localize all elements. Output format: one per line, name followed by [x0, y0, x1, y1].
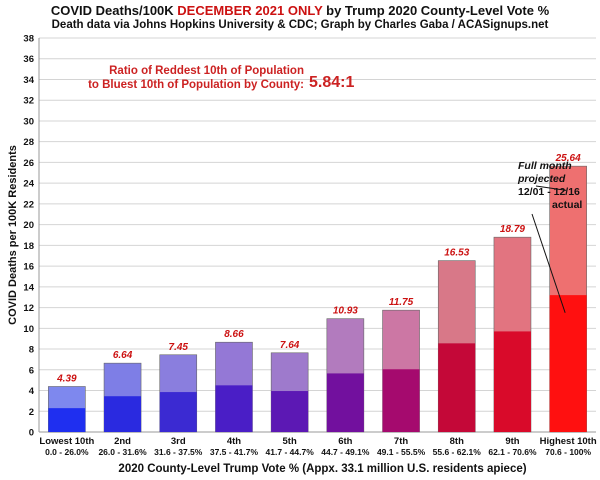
- bar-value-label: 4.39: [56, 373, 77, 384]
- x-range-label: 62.1 - 70.6%: [488, 447, 537, 457]
- bar-actual: [104, 396, 142, 432]
- y-tick-label: 36: [23, 54, 34, 65]
- x-tick-label: 8th: [450, 436, 464, 447]
- x-tick-label: Lowest 10th: [39, 436, 94, 447]
- y-tick-label: 28: [23, 137, 34, 148]
- bar-value-label: 11.75: [389, 297, 414, 308]
- bar-actual: [382, 369, 420, 432]
- ratio-value: 5.84:1: [309, 74, 355, 91]
- y-tick-label: 34: [23, 75, 34, 86]
- y-tick-label: 8: [29, 345, 34, 356]
- chart-subtitle: Death data via Johns Hopkins University …: [51, 19, 549, 31]
- x-range-label: 49.1 - 55.5%: [377, 447, 426, 457]
- title-part-2: by Trump 2020 County-Level Vote %: [322, 3, 550, 18]
- bar-actual: [48, 408, 86, 432]
- bar-actual: [215, 385, 253, 432]
- note-line-1: Full month: [518, 160, 572, 172]
- note-line-3: 12/01 - 12/16: [518, 186, 580, 198]
- y-tick-label: 18: [23, 241, 34, 252]
- x-range-label: 0.0 - 26.0%: [45, 447, 89, 457]
- y-tick-label: 14: [23, 282, 34, 293]
- bar-actual: [438, 343, 476, 432]
- x-range-label: 70.6 - 100%: [545, 447, 591, 457]
- x-tick-label: 7th: [394, 436, 408, 447]
- note-line-4: actual: [552, 199, 583, 211]
- chart-title: COVID Deaths/100K DECEMBER 2021 ONLY by …: [0, 3, 600, 18]
- x-range-label: 55.6 - 62.1%: [433, 447, 482, 457]
- title-part-1: COVID Deaths/100K: [50, 3, 178, 18]
- x-range-label: 31.6 - 37.5%: [154, 447, 203, 457]
- x-tick-label: 2nd: [114, 436, 131, 447]
- y-tick-label: 16: [23, 262, 34, 273]
- note-pointer-projected: [535, 185, 567, 191]
- y-axis-label: COVID Deaths per 100K Residents: [7, 145, 19, 325]
- note-line-2: projected: [518, 173, 566, 185]
- projection-note: Full month projected 12/01 - 12/16 actua…: [518, 160, 600, 212]
- y-tick-label: 12: [23, 303, 34, 314]
- x-axis-label: 2020 County-Level Trump Vote % (Appx. 33…: [118, 463, 526, 475]
- bar-value-label: 25.64: [555, 153, 581, 164]
- bar-value-label: 8.66: [224, 329, 244, 340]
- bar-actual: [549, 295, 587, 432]
- bar-value-label: 10.93: [333, 306, 358, 317]
- bar-actual: [493, 331, 531, 432]
- x-range-label: 26.0 - 31.6%: [98, 447, 147, 457]
- x-range-label: 37.5 - 41.7%: [210, 447, 259, 457]
- x-tick-label: Highest 10th: [540, 436, 597, 447]
- title-highlight: DECEMBER 2021 ONLY: [177, 3, 323, 18]
- bar-actual: [159, 392, 197, 432]
- ratio-line-2: to Bluest 10th of Population by County:: [88, 79, 304, 91]
- y-tick-label: 32: [23, 96, 34, 107]
- x-tick-label: 5th: [283, 436, 297, 447]
- x-tick-label: 4th: [227, 436, 241, 447]
- y-tick-label: 24: [23, 179, 34, 190]
- y-tick-label: 22: [23, 199, 34, 210]
- bar-actual: [271, 391, 309, 432]
- y-tick-label: 0: [29, 428, 34, 439]
- bar-actual: [326, 373, 364, 432]
- y-tick-label: 4: [29, 386, 35, 397]
- x-tick-label: 6th: [338, 436, 352, 447]
- bar-value-label: 6.64: [113, 350, 133, 361]
- bar-value-label: 16.53: [444, 248, 469, 259]
- y-tick-label: 26: [23, 158, 34, 169]
- x-tick-label: 3rd: [171, 436, 186, 447]
- y-tick-label: 30: [23, 116, 34, 127]
- ratio-annotation: Ratio of Reddest 10th of Population to B…: [64, 64, 304, 92]
- note-pointer-actual: [531, 213, 566, 313]
- bar-value-label: 18.79: [500, 224, 525, 235]
- y-tick-label: 10: [23, 324, 34, 335]
- y-tick-label: 2: [29, 407, 34, 418]
- y-tick-label: 20: [23, 220, 34, 231]
- bar-value-label: 7.45: [169, 342, 189, 353]
- y-tick-label: 6: [29, 365, 34, 376]
- x-range-label: 44.7 - 49.1%: [321, 447, 370, 457]
- bar-value-label: 7.64: [280, 340, 300, 351]
- y-tick-label: 38: [23, 34, 34, 45]
- x-range-label: 41.7 - 44.7%: [266, 447, 315, 457]
- x-tick-label: 9th: [505, 436, 519, 447]
- ratio-line-1: Ratio of Reddest 10th of Population: [109, 65, 304, 77]
